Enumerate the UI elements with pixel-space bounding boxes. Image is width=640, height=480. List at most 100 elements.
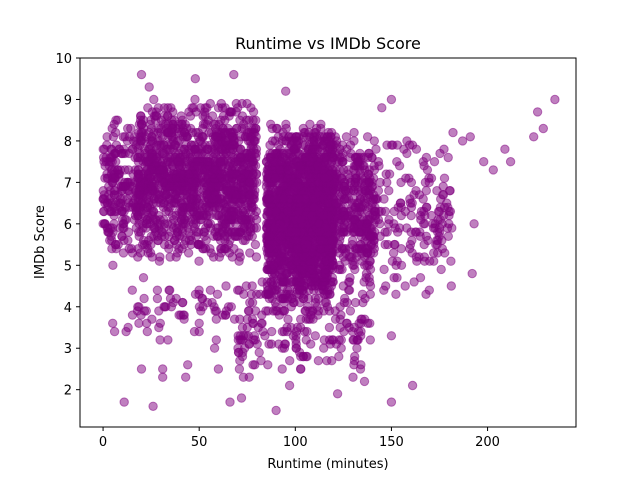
data-point <box>109 119 119 130</box>
data-point <box>291 343 301 353</box>
data-point <box>113 165 123 175</box>
chart-title: Runtime vs IMDb Score <box>235 34 421 53</box>
data-point <box>130 194 141 204</box>
data-point <box>108 260 118 270</box>
data-point <box>131 186 141 196</box>
data-point <box>283 314 293 324</box>
data-point <box>380 227 390 237</box>
data-point <box>152 293 163 304</box>
data-point <box>327 356 337 366</box>
data-point <box>194 326 204 337</box>
data-point <box>153 127 163 138</box>
data-point <box>263 186 273 196</box>
data-point <box>312 161 323 171</box>
data-point <box>241 331 251 341</box>
data-point <box>316 123 326 134</box>
data-point <box>361 248 371 258</box>
data-point <box>215 157 226 167</box>
data-point <box>248 360 258 370</box>
data-point <box>309 256 319 266</box>
data-point <box>201 165 211 175</box>
data-point <box>349 223 359 233</box>
data-point <box>272 157 282 167</box>
data-point <box>277 252 287 262</box>
data-point <box>276 231 287 242</box>
data-point <box>245 177 255 188</box>
data-point <box>388 248 399 258</box>
data-point <box>421 186 431 196</box>
data-point <box>224 239 234 250</box>
data-point <box>177 297 188 308</box>
data-point <box>320 281 330 291</box>
data-point <box>313 310 323 320</box>
data-point <box>437 244 447 254</box>
data-point <box>246 289 257 299</box>
data-point <box>124 132 135 142</box>
data-point <box>327 235 337 246</box>
data-point <box>292 244 303 254</box>
data-point <box>144 82 154 92</box>
data-point <box>240 235 250 246</box>
data-point <box>341 186 351 196</box>
data-point <box>294 148 304 159</box>
data-point <box>241 281 252 291</box>
data-point <box>358 297 368 308</box>
data-point <box>209 343 220 353</box>
data-point <box>236 181 246 192</box>
data-point <box>220 310 231 320</box>
data-point <box>195 136 206 146</box>
data-point <box>154 322 164 333</box>
x-axis: 0 50 100 150 200 <box>99 427 500 450</box>
data-point <box>239 223 250 233</box>
data-point <box>396 244 406 254</box>
data-point <box>229 227 240 237</box>
data-point <box>457 136 468 146</box>
data-point <box>226 302 237 312</box>
data-point <box>368 210 378 221</box>
data-point <box>233 103 243 113</box>
data-point <box>199 231 210 242</box>
data-point <box>465 132 475 142</box>
data-point <box>305 306 315 316</box>
data-point <box>279 194 289 204</box>
data-point <box>235 198 245 208</box>
data-point <box>270 173 280 183</box>
data-point <box>197 148 207 159</box>
data-point <box>176 127 187 138</box>
data-point <box>328 335 338 345</box>
data-point <box>220 115 230 125</box>
data-point <box>267 326 277 337</box>
data-point <box>248 107 259 117</box>
data-point <box>249 335 259 345</box>
data-point <box>282 322 292 333</box>
data-point <box>368 231 378 242</box>
data-point <box>344 285 355 295</box>
data-point <box>169 235 180 246</box>
data-point <box>416 206 427 217</box>
data-point <box>271 405 281 416</box>
data-point <box>213 364 224 374</box>
data-point <box>283 165 294 175</box>
data-point <box>131 136 142 146</box>
data-point <box>340 215 351 225</box>
data-point <box>418 194 428 204</box>
data-point <box>99 144 110 154</box>
data-point <box>369 239 379 250</box>
data-point <box>353 198 363 208</box>
data-point <box>317 235 327 246</box>
data-point <box>139 293 149 304</box>
data-point <box>133 302 143 312</box>
data-point <box>194 318 204 328</box>
data-point <box>435 215 445 225</box>
data-point <box>405 194 415 204</box>
data-point <box>266 119 276 130</box>
data-point <box>235 314 245 324</box>
data-point <box>261 306 271 316</box>
data-point <box>426 173 437 183</box>
data-point <box>367 181 377 192</box>
data-point <box>236 393 247 403</box>
y-tick-label: 10 <box>55 52 72 67</box>
data-point <box>108 318 118 328</box>
data-point <box>319 335 329 345</box>
